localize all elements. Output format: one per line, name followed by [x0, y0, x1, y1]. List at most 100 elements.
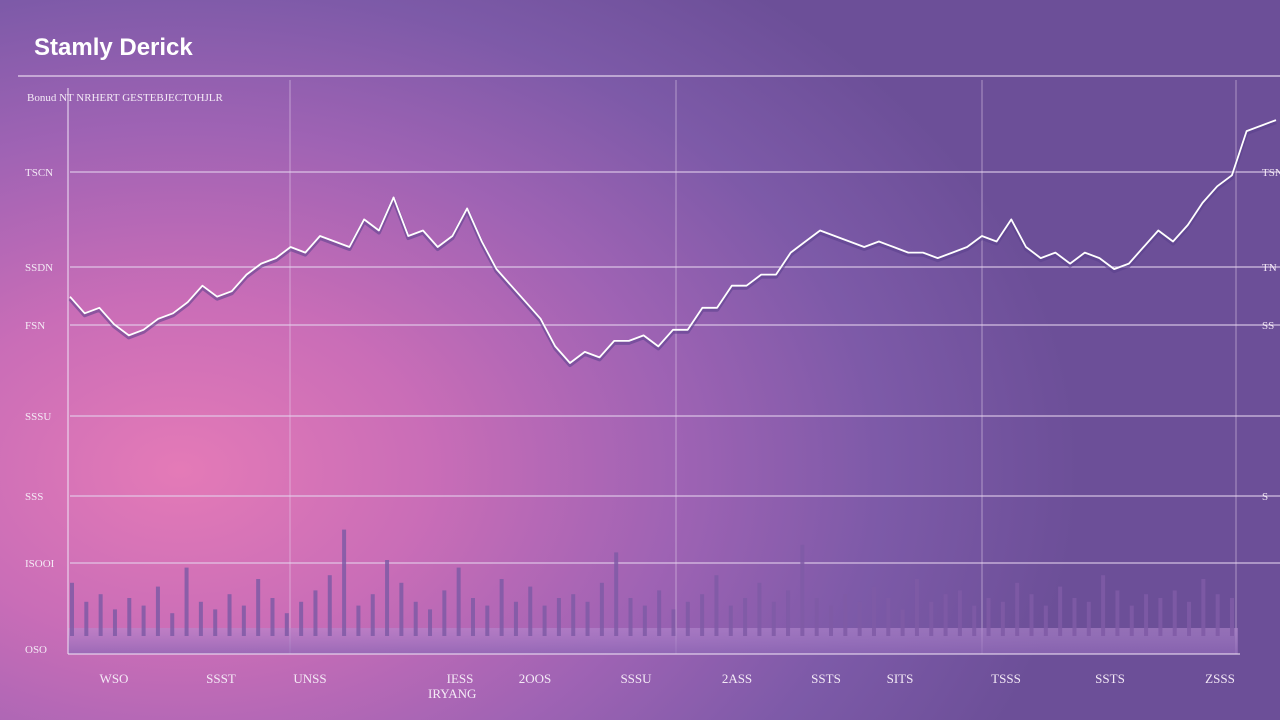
- volume-bar: [499, 579, 504, 636]
- volume-bar: [155, 586, 160, 636]
- y-tick-label-right: SS: [1262, 320, 1274, 332]
- volume-bar: [1115, 590, 1120, 636]
- y-tick-label-left: SSSU: [25, 411, 51, 423]
- volume-bar: [313, 590, 318, 636]
- volume-bar: [542, 605, 547, 636]
- y-tick-label-left: FSN: [25, 320, 45, 332]
- volume-bar: [1015, 582, 1020, 636]
- x-tick-label: ZSSS: [1205, 671, 1235, 686]
- volume-bar: [571, 594, 576, 636]
- volume-bar: [370, 594, 375, 636]
- volume-bar: [1086, 601, 1091, 636]
- volume-bar: [112, 609, 117, 636]
- volume-bar: [342, 529, 347, 636]
- volume-bar: [170, 613, 175, 636]
- volume-bar: [241, 605, 246, 636]
- volume-bar: [628, 598, 633, 636]
- x-tick-label: SSTS: [1095, 671, 1125, 686]
- x-tick-label: 2ASS: [722, 671, 752, 686]
- volume-bar: [456, 567, 461, 636]
- volume-bar: [914, 579, 919, 636]
- volume-bar: [127, 598, 132, 636]
- volume-bar: [556, 598, 561, 636]
- y-tick-label-right: S: [1262, 491, 1268, 503]
- volume-bar: [227, 594, 232, 636]
- chart-title: Stamly Derick: [34, 34, 193, 61]
- series-line-shadow: [68, 120, 1277, 367]
- volume-bar: [213, 609, 218, 636]
- volume-bar: [184, 567, 189, 636]
- volume-bar: [485, 605, 490, 636]
- volume-bar: [886, 598, 891, 636]
- volume-bar: [642, 605, 647, 636]
- volume-bar: [299, 601, 304, 636]
- y-tick-label-left: SSDN: [25, 262, 53, 274]
- volume-band: [68, 628, 1238, 654]
- volume-bar: [1029, 594, 1034, 636]
- volume-bar: [256, 579, 261, 636]
- volume-bar: [599, 582, 604, 636]
- volume-bar: [728, 605, 733, 636]
- volume-bar: [513, 601, 518, 636]
- volume-bar: [528, 586, 533, 636]
- volume-bar: [671, 609, 676, 636]
- volume-bar: [986, 598, 991, 636]
- volume-bar: [857, 601, 862, 636]
- volume-bar: [771, 601, 776, 636]
- volume-bar: [270, 598, 275, 636]
- volume-bar: [1144, 594, 1149, 636]
- x-tick-label: WSO: [100, 671, 129, 686]
- volume-bar: [814, 598, 819, 636]
- series-line: [69, 119, 1277, 364]
- volume-bar: [141, 605, 146, 636]
- volume-bar: [84, 601, 89, 636]
- chart-subtitle: Bonud NT NRHERT GESTEBJECTOHJLR: [27, 92, 223, 104]
- volume-bar: [1043, 605, 1048, 636]
- volume-bar: [1215, 594, 1220, 636]
- y-tick-label-left: TSCN: [25, 167, 53, 179]
- volume-bar: [399, 582, 404, 636]
- volume-bar: [1072, 598, 1077, 636]
- x-tick-label: TSSS: [991, 671, 1021, 686]
- volume-bar: [327, 575, 332, 636]
- volume-bar: [929, 601, 934, 636]
- volume-bar: [743, 598, 748, 636]
- volume-bar: [98, 594, 103, 636]
- volume-bar: [428, 609, 433, 636]
- y-tick-label-left: OSO: [25, 644, 47, 656]
- volume-bar: [972, 605, 977, 636]
- y-tick-label-left: SSS: [25, 491, 43, 503]
- volume-bar: [757, 582, 762, 636]
- volume-bar: [714, 575, 719, 636]
- volume-bar: [70, 582, 74, 636]
- volume-bar: [1101, 575, 1106, 636]
- volume-bar: [470, 598, 475, 636]
- volume-bar: [1058, 586, 1063, 636]
- y-axis-left: TSCN SSDN FSN SSSU SSS ISOOI OSO: [25, 167, 55, 656]
- volume-bar: [1201, 579, 1206, 636]
- volume-bar: [1158, 598, 1163, 636]
- volume-bar: [843, 594, 848, 636]
- volume-bar: [700, 594, 705, 636]
- volume-bar: [1000, 601, 1005, 636]
- volume-bar: [871, 586, 876, 636]
- y-tick-label-right: TSN: [1262, 167, 1280, 179]
- volume-bar: [356, 605, 361, 636]
- volume-bar: [800, 544, 805, 636]
- y-tick-label-left: ISOOI: [25, 558, 55, 570]
- volume-bar: [614, 552, 619, 636]
- volume-bar: [284, 613, 289, 636]
- volume-bar: [1187, 601, 1192, 636]
- x-tick-label: SSST: [206, 671, 236, 686]
- y-tick-label-right: TN: [1262, 262, 1277, 274]
- price-series: [68, 119, 1277, 367]
- x-tick-label: SITS: [887, 671, 914, 686]
- volume-bar: [1230, 598, 1234, 636]
- x-tick-label: SSTS: [811, 671, 841, 686]
- volume-bars: [70, 529, 1234, 636]
- volume-bar: [786, 590, 791, 636]
- volume-bar: [1129, 605, 1134, 636]
- volume-bar: [413, 601, 418, 636]
